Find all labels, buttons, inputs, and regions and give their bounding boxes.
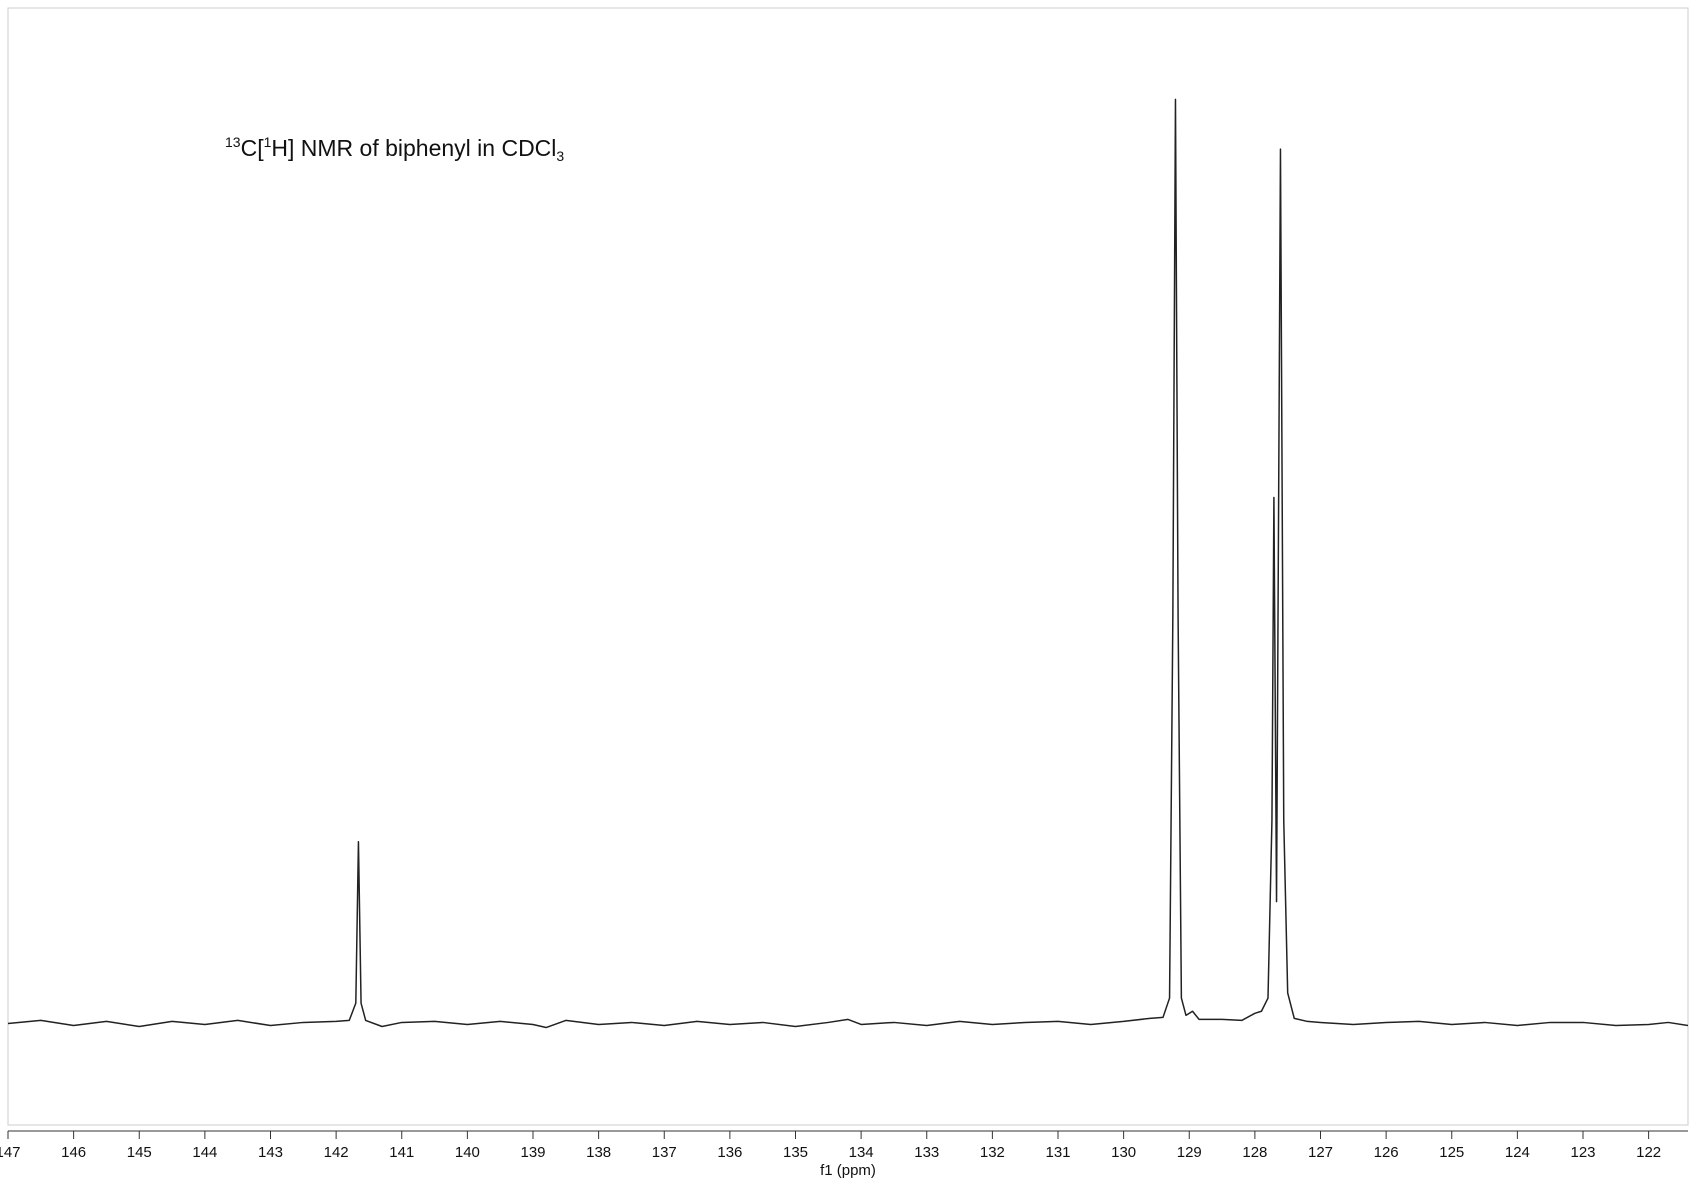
x-tick-label: 132 <box>980 1144 1005 1161</box>
x-tick-label: 134 <box>849 1144 874 1161</box>
x-tick-label: 126 <box>1374 1144 1399 1161</box>
x-tick-label: 129 <box>1177 1144 1202 1161</box>
x-tick-label: 141 <box>389 1144 414 1161</box>
x-tick-label: 135 <box>783 1144 808 1161</box>
x-tick-label: 140 <box>455 1144 480 1161</box>
x-tick-label: 123 <box>1570 1144 1595 1161</box>
x-tick-label: 130 <box>1111 1144 1136 1161</box>
x-tick-label: 145 <box>127 1144 152 1161</box>
x-tick-label: 142 <box>324 1144 349 1161</box>
x-axis-label: f1 (ppm) <box>820 1162 876 1179</box>
x-tick-label: 127 <box>1308 1144 1333 1161</box>
title-text: H] NMR of biphenyl in CDCl <box>271 135 556 161</box>
title-sup: 1 <box>264 134 272 150</box>
spectrum-line <box>8 98 1688 1029</box>
x-tick-label: 139 <box>520 1144 545 1161</box>
x-tick-label: 146 <box>61 1144 86 1161</box>
x-tick-label: 125 <box>1439 1144 1464 1161</box>
x-tick-label: 144 <box>192 1144 217 1161</box>
x-tick-label: 122 <box>1636 1144 1661 1161</box>
plot-frame <box>7 7 1689 1126</box>
title-text: C[ <box>241 135 265 161</box>
title-sub: 3 <box>556 148 564 164</box>
x-tick-label: 137 <box>652 1144 677 1161</box>
title-sup: 13 <box>225 134 241 150</box>
x-tick-label: 128 <box>1242 1144 1267 1161</box>
x-tick-label: 133 <box>914 1144 939 1161</box>
x-tick-label: 131 <box>1045 1144 1070 1161</box>
x-tick-label: 143 <box>258 1144 283 1161</box>
x-tick-label: 147 <box>0 1144 21 1161</box>
x-tick-label: 136 <box>717 1144 742 1161</box>
x-tick-label: 124 <box>1505 1144 1530 1161</box>
chart-title: 13C[1H] NMR of biphenyl in CDCl3 <box>225 134 564 164</box>
x-tick-label: 138 <box>586 1144 611 1161</box>
